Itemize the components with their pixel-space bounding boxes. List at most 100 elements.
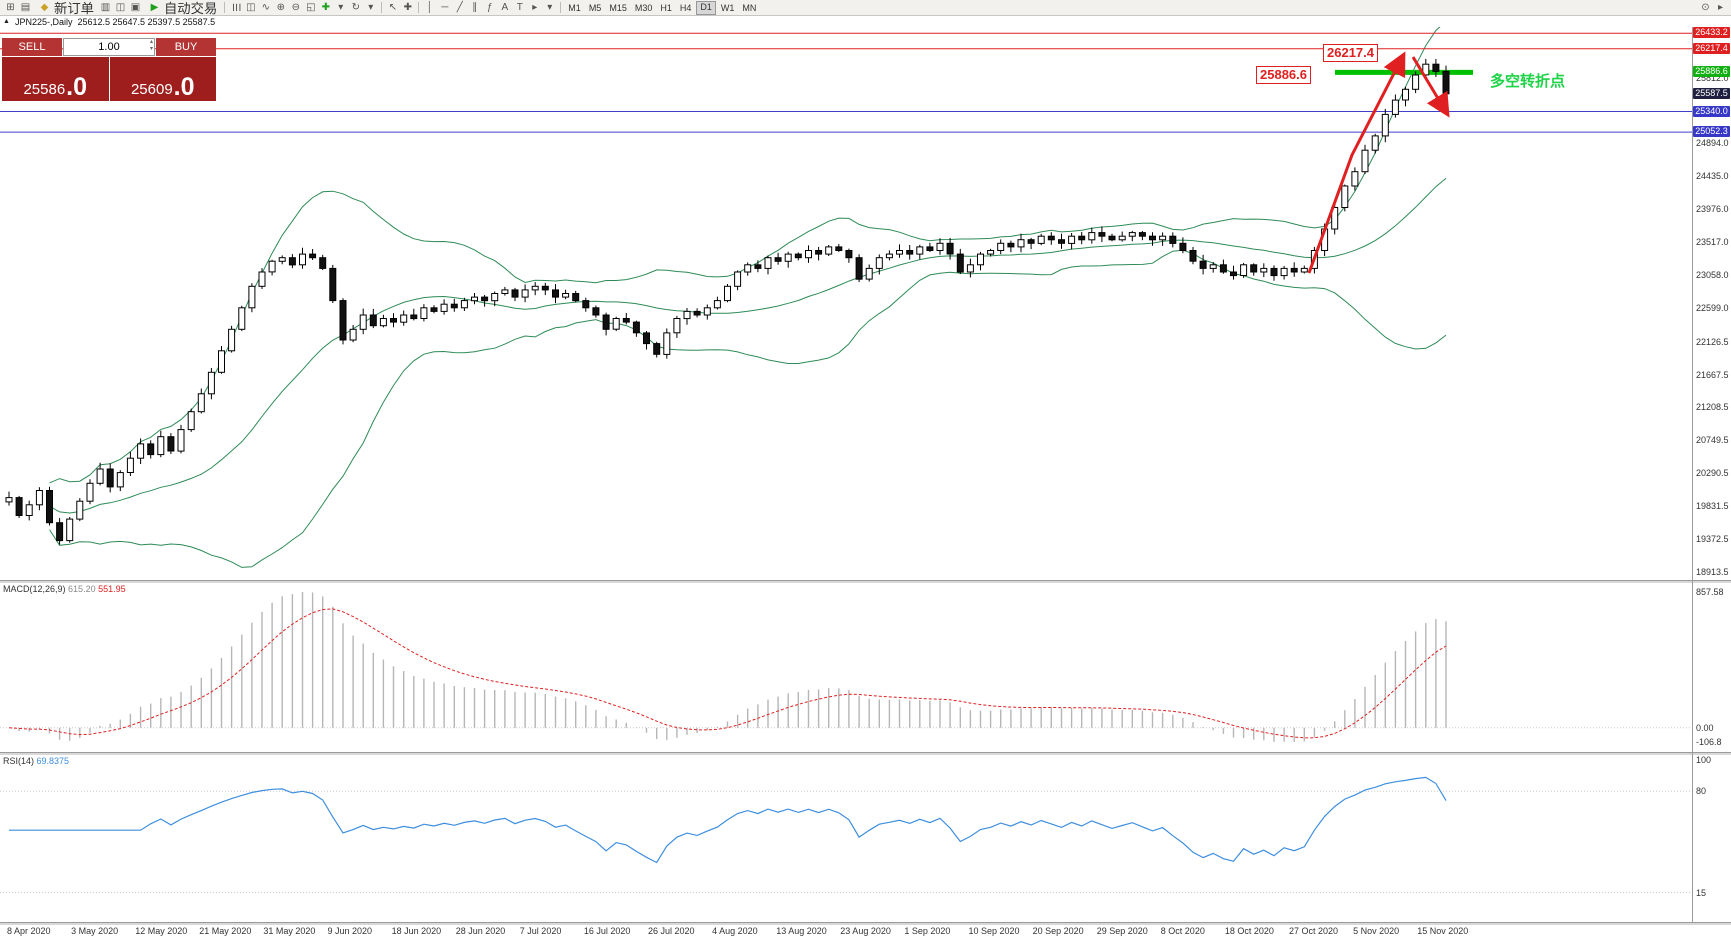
sell-button[interactable]: SELL: [2, 38, 62, 56]
date-axis-label: 27 Oct 2020: [1289, 926, 1339, 936]
label-icon[interactable]: T: [516, 2, 523, 13]
new-chart-icon[interactable]: ⊞: [6, 2, 15, 13]
data-window-icon[interactable]: ◫: [115, 2, 126, 13]
date-axis-label: 15 Nov 2020: [1417, 926, 1469, 936]
timeframe-w1[interactable]: W1: [720, 2, 735, 13]
shapes-icon[interactable]: ▸: [532, 2, 538, 13]
new-order-button[interactable]: ◆ 新订单: [33, 1, 98, 16]
buy-price-int: 25609: [130, 81, 173, 98]
profiles-icon[interactable]: ▤: [20, 2, 31, 13]
periods-icon[interactable]: ↻: [351, 2, 360, 13]
date-axis-label: 12 May 2020: [135, 926, 188, 936]
tile-windows-icon[interactable]: ◱: [306, 2, 316, 13]
bar-chart-icon[interactable]: ☰: [230, 3, 242, 12]
timeframe-m30[interactable]: M30: [634, 2, 653, 13]
horizontal-line-icon[interactable]: ─: [441, 2, 449, 13]
search-icon[interactable]: ⊙: [1701, 2, 1710, 13]
price-tag[interactable]: 26217.4: [1693, 42, 1730, 54]
rsi-axis-label: 80: [1696, 786, 1707, 797]
price-tag[interactable]: 25052.3: [1693, 126, 1730, 138]
timeframe-h4[interactable]: H4: [679, 2, 692, 13]
rsi-indicator-label: RSI(14) 69.8375: [3, 756, 69, 766]
timeframe-m1[interactable]: M1: [568, 2, 581, 13]
indicators-caret-icon[interactable]: ▾: [338, 2, 344, 13]
price-axis-label: 18913.5: [1696, 566, 1729, 577]
price-tag[interactable]: 26433.2: [1693, 27, 1730, 39]
crosshair-icon[interactable]: ✚: [403, 2, 412, 13]
periods-caret-icon[interactable]: ▾: [368, 2, 374, 13]
bollinger-bands: [49, 27, 1447, 568]
resistance-price-label[interactable]: 26217.4: [1323, 44, 1378, 62]
price-axis-label: 21667.5: [1696, 369, 1729, 380]
date-axis-label: 29 Sep 2020: [1096, 926, 1148, 936]
buy-price-frac: .0: [173, 73, 195, 101]
macd-panel[interactable]: [0, 582, 1694, 752]
stepper-up-icon[interactable]: ▴: [149, 39, 153, 45]
volume-stepper[interactable]: ▴ ▾: [150, 39, 153, 53]
vertical-line-icon[interactable]: │: [426, 2, 433, 13]
zoom-in-icon[interactable]: ⊕: [276, 2, 285, 13]
panel-separator[interactable]: [0, 580, 1731, 583]
timeframe-m15[interactable]: M15: [609, 2, 627, 13]
date-axis-label: 1 Sep 2020: [904, 926, 951, 936]
stepper-down-icon[interactable]: ▾: [149, 46, 153, 52]
navigator-icon[interactable]: ▣: [130, 2, 141, 13]
chart-symbol-title: JPN225-,Daily: [14, 16, 73, 27]
price-axis-label: 24435.0: [1696, 171, 1729, 182]
price-tag[interactable]: 25587.5: [1693, 87, 1730, 99]
horizontal-levels[interactable]: [0, 32, 1692, 133]
timeframe-m5[interactable]: M5: [588, 2, 602, 13]
price-tag[interactable]: 25340.0: [1693, 105, 1730, 117]
date-axis-label: 18 Jun 2020: [391, 926, 442, 936]
candles: [5, 58, 1450, 545]
trend-arrows[interactable]: [1307, 51, 1450, 274]
price-chart[interactable]: [0, 27, 1694, 580]
channel-icon[interactable]: ∥: [472, 2, 478, 13]
date-axis-label: 16 Jul 2020: [583, 926, 631, 936]
pivot-price-label[interactable]: 25886.6: [1256, 66, 1311, 84]
cursor-icon[interactable]: ↖: [388, 2, 397, 13]
toolbar-separator: [560, 2, 562, 13]
macd-name: MACD(12,26,9): [3, 584, 66, 594]
date-axis-label: 5 Nov 2020: [1353, 926, 1400, 936]
rsi-panel[interactable]: [0, 754, 1694, 922]
sell-price-button[interactable]: 25586 .0: [2, 57, 109, 101]
sell-price-int: 25586: [23, 81, 66, 98]
fibonacci-icon[interactable]: ƒ: [487, 2, 493, 13]
date-axis-label: 13 Aug 2020: [776, 926, 827, 936]
chart-window-icon: ▲: [3, 18, 10, 25]
timeframe-d1[interactable]: D1: [696, 0, 716, 15]
chart-title-bar: ▲ JPN225-,Daily 25612.5 25647.5 25397.5 …: [0, 16, 1731, 27]
buy-price-button[interactable]: 25609 .0: [109, 57, 216, 101]
timeframe-mn[interactable]: MN: [742, 2, 757, 13]
date-axis-line: [0, 922, 1731, 925]
candlestick-chart-icon[interactable]: ◫: [246, 2, 256, 13]
buy-button[interactable]: BUY: [156, 38, 216, 56]
pointer-icon[interactable]: ▸: [1717, 2, 1724, 13]
toolbar-separator: [381, 2, 383, 13]
text-icon[interactable]: A: [501, 2, 509, 13]
price-tag[interactable]: 25886.6: [1693, 66, 1730, 78]
price-axis-label: 24894.0: [1696, 138, 1729, 149]
one-click-trade-panel: SELL 1.00 ▴ ▾ BUY 25586 .0 25609 .0: [2, 38, 216, 101]
macd-axis-max: 857.58: [1696, 587, 1724, 597]
panel-separator[interactable]: [0, 752, 1731, 755]
date-axis-label: 4 Aug 2020: [712, 926, 758, 936]
trendline-icon[interactable]: ╱: [456, 2, 463, 13]
date-axis-label: 10 Sep 2020: [968, 926, 1020, 936]
line-chart-icon[interactable]: ∿: [261, 2, 270, 13]
autotrade-label: 自动交易: [163, 1, 218, 16]
price-axis-border: [1692, 27, 1693, 922]
timeframe-h1[interactable]: H1: [660, 2, 672, 13]
shapes-caret-icon[interactable]: ▾: [547, 2, 553, 13]
autotrade-button[interactable]: ▶ 自动交易: [143, 1, 221, 16]
rsi-axis-label: 15: [1696, 887, 1707, 898]
new-order-label: 新订单: [54, 1, 94, 16]
market-watch-icon[interactable]: ▥: [100, 2, 111, 13]
volume-input[interactable]: 1.00 ▴ ▾: [63, 38, 155, 56]
date-axis-label: 9 Jun 2020: [327, 926, 373, 936]
indicators-icon[interactable]: ✚: [321, 2, 330, 13]
price-axis-label: 19831.5: [1696, 501, 1729, 512]
zoom-out-icon[interactable]: ⊖: [291, 2, 300, 13]
price-axis-label: 22599.0: [1696, 302, 1729, 313]
